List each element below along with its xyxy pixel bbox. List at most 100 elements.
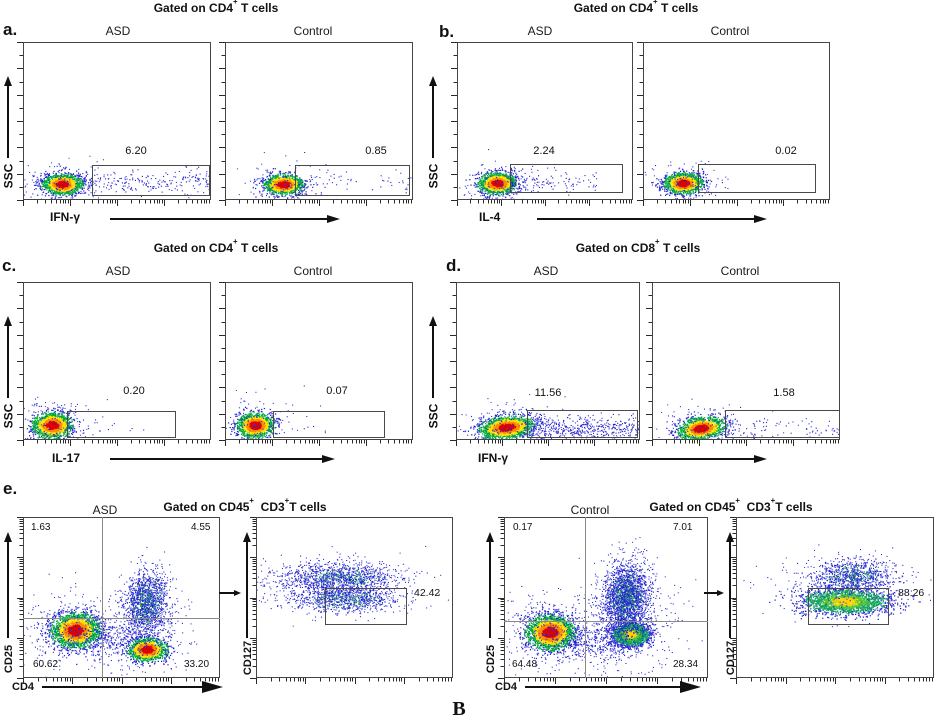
gate-rect-cASD [67, 411, 176, 438]
panel-d-letter: d. [446, 256, 462, 275]
x-axis-arrow-b-line [537, 218, 754, 220]
gate-rect-e127A [325, 588, 407, 625]
plot-box-cASD [23, 282, 211, 440]
y-axis-arrow-e-control-cd127-line [729, 541, 731, 638]
x-axis-arrow-b-head [754, 214, 767, 223]
plot-box-aASD [23, 42, 211, 200]
x-axis-arrow-d-line [540, 458, 754, 460]
scatter-plot-bCtrl [635, 42, 830, 208]
x-axis-arrow-c-line [110, 458, 322, 460]
y-axis-arrow-e-asd-cd25-line [7, 541, 9, 638]
plot-box-cCtrl [225, 282, 413, 440]
panel-e-control-title: Gated on CD45+ CD3+T cells [649, 495, 813, 514]
gate-rect-dCtrl [725, 410, 840, 438]
plot-d-asd-label: ASD [533, 264, 559, 278]
y-axis-label-e-asd-cd25: CD25 [2, 644, 15, 674]
panel-c-letter: c. [2, 256, 17, 275]
scatter-plot-aASD [15, 42, 211, 208]
y-axis-label-b: SSC [426, 163, 441, 189]
x-axis-arrow-e-asd-cd4-line [42, 686, 202, 688]
y-axis-arrow-e-control-cd25-line [489, 541, 491, 638]
plot-c-asd-label: ASD [105, 264, 131, 278]
plot-d-control-label: Control [720, 264, 760, 278]
connector-arrow-e-asd-head [234, 589, 241, 596]
plot-box-bASD [457, 42, 633, 200]
plot-e-control-label: Control [570, 503, 610, 517]
gate-rect-aCtrl [295, 165, 410, 196]
figure-label-b: B [452, 698, 466, 719]
gate-rect-aASD [92, 165, 210, 196]
connector-arrow-e-control-head [717, 589, 724, 596]
y-axis-arrow-c-head [3, 316, 12, 326]
scatter-plot-dCtrl [644, 282, 840, 448]
panel-b-letter: b. [439, 22, 455, 41]
y-axis-arrow-c-line [7, 325, 9, 398]
plot-a-asd-label: ASD [105, 24, 131, 38]
scatter-plot-dASD [448, 282, 640, 448]
panel-e-asd-title: Gated on CD45+ CD3+T cells [163, 495, 327, 514]
x-axis-arrow-e-control-cd4-head [680, 681, 701, 693]
plot-c-control-label: Control [293, 264, 333, 278]
gate-rect-dASD [527, 410, 638, 438]
panel-d-title: Gated on CD8+ T cells [575, 236, 701, 255]
scatter-plot-eQA [15, 517, 220, 686]
x-axis-label-d: IFN-γ [478, 451, 508, 465]
gate-rect-bCtrl [698, 164, 816, 193]
plot-b-control-label: Control [710, 24, 750, 38]
y-axis-arrow-d-line [432, 325, 434, 398]
y-axis-label-c: SSC [1, 403, 16, 429]
scatter-plot-cCtrl [217, 282, 413, 448]
x-axis-label-a: IFN-γ [50, 210, 80, 224]
quad-lines-e-control-vertical [585, 517, 586, 678]
y-axis-arrow-e-control-cd127-head [725, 532, 734, 542]
gate-rect-bASD [510, 164, 623, 193]
plot-box-aCtrl [225, 42, 413, 200]
plot-box-bCtrl [643, 42, 830, 200]
y-axis-label-a: SSC [1, 163, 16, 189]
scatter-plot-eQC [496, 517, 708, 686]
y-axis-arrow-a-line [7, 85, 9, 158]
connector-arrow-e-asd-line [219, 592, 234, 594]
scatter-plot-e127C [728, 517, 934, 686]
panel-b-title: Gated on CD4+ T cells [573, 0, 699, 15]
plot-box-dCtrl [652, 282, 840, 440]
x-axis-label-c: IL-17 [52, 451, 81, 465]
y-axis-arrow-e-control-cd25-head [485, 532, 494, 542]
panel-a-title: Gated on CD4+ T cells [153, 0, 279, 15]
x-axis-arrow-a-line [110, 218, 327, 220]
scatter-plot-bASD [449, 42, 633, 208]
y-axis-arrow-a-head [3, 76, 12, 86]
x-axis-arrow-e-control-cd4-line [525, 686, 680, 688]
x-axis-arrow-a-head [327, 214, 340, 223]
gate-rect-e127C [808, 588, 889, 625]
plot-box-e127C [736, 517, 934, 678]
plot-box-eQC [504, 517, 708, 678]
y-axis-arrow-e-asd-cd127-head [242, 532, 251, 542]
x-axis-arrow-c-head [322, 454, 335, 463]
plot-box-eQA [23, 517, 220, 678]
panel-a-letter: a. [3, 20, 18, 39]
connector-arrow-e-control-line [704, 592, 717, 594]
quad-lines-e-asd-vertical [102, 517, 103, 678]
x-axis-arrow-e-asd-cd4-head [202, 681, 223, 693]
x-axis-label-b: IL-4 [479, 210, 501, 224]
plot-box-dASD [456, 282, 640, 440]
x-axis-arrow-d-head [754, 454, 767, 463]
panel-c-title: Gated on CD4+ T cells [153, 236, 279, 255]
quad-lines-e-control-horizontal [504, 621, 708, 622]
y-axis-arrow-d-head [428, 316, 437, 326]
quad-lines-e-asd-horizontal [23, 618, 220, 619]
plot-a-control-label: Control [293, 24, 333, 38]
y-axis-arrow-b-line [432, 85, 434, 158]
scatter-plot-cASD [15, 282, 211, 448]
panel-e-letter: e. [3, 479, 18, 498]
plot-b-asd-label: ASD [527, 24, 553, 38]
scatter-plot-aCtrl [217, 42, 413, 208]
y-axis-arrow-e-asd-cd127-line [246, 541, 248, 638]
y-axis-label-d: SSC [426, 403, 441, 429]
scatter-plot-e127A [248, 517, 453, 686]
y-axis-arrow-b-head [428, 76, 437, 86]
plot-e-asd-label: ASD [92, 503, 118, 517]
plot-box-e127A [256, 517, 453, 678]
